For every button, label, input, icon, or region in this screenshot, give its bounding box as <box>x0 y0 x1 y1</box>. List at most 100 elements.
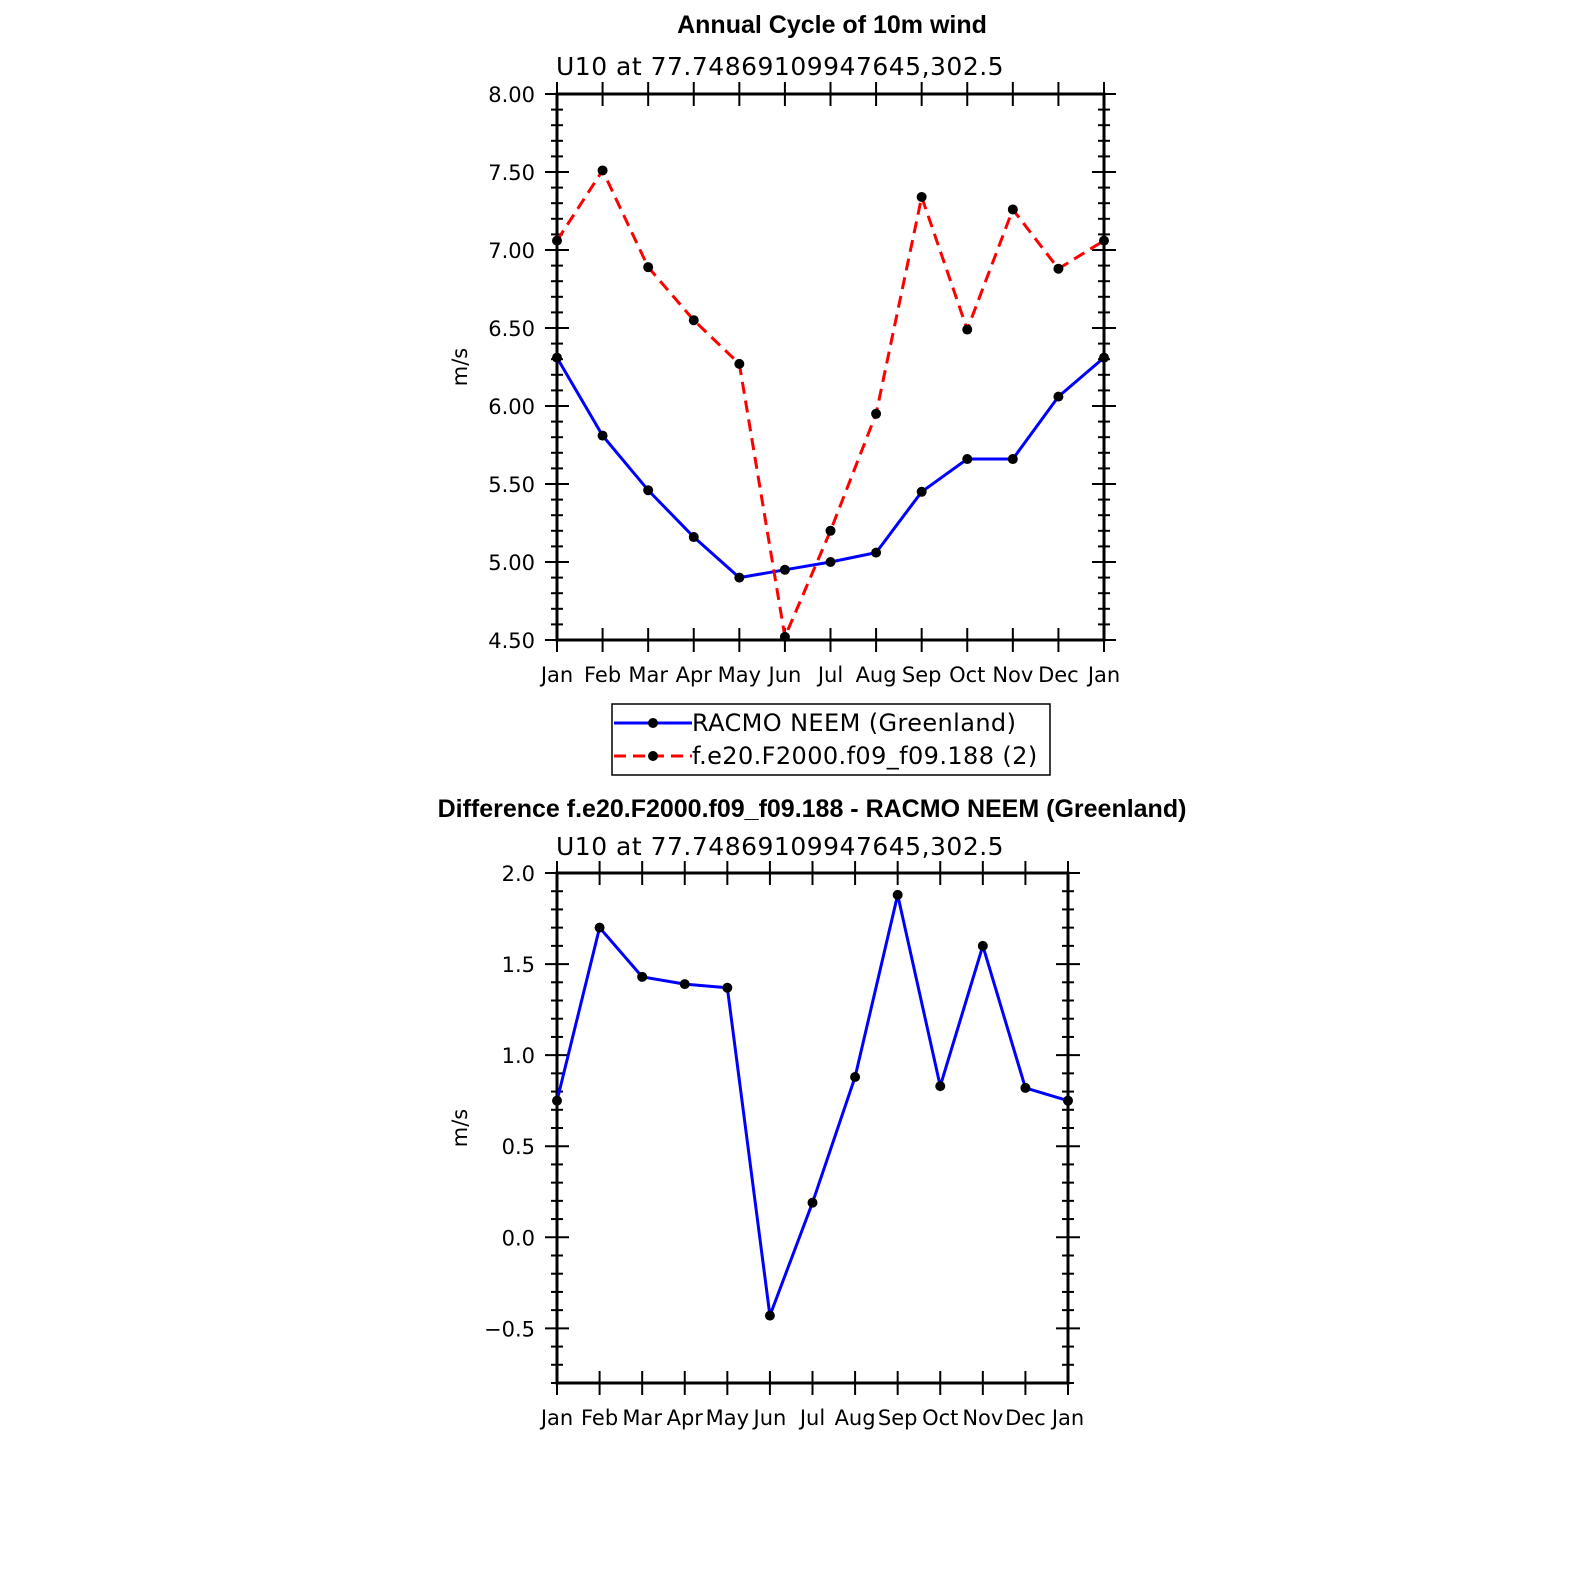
series-line-0 <box>555 894 1069 1317</box>
chart1-marks <box>552 165 1109 643</box>
x-tick-label: Jun <box>752 1406 787 1430</box>
series-0-point <box>722 982 733 993</box>
chart1-y-axis-label: m/s <box>448 348 472 386</box>
series-0-point <box>594 922 605 933</box>
series-0-point <box>825 557 836 567</box>
y-tick-label: 2.0 <box>502 862 535 886</box>
series-0-point <box>1063 1095 1073 1106</box>
x-tick-label: Feb <box>584 663 621 687</box>
series-0-point <box>779 564 790 575</box>
series-0-point <box>1007 454 1018 465</box>
legend-label-racmo: RACMO NEEM (Greenland) <box>692 709 1016 737</box>
x-tick-label: Sep <box>902 663 942 687</box>
x-tick-label: Jul <box>798 1406 825 1430</box>
x-tick-label: Dec <box>1005 1406 1046 1430</box>
x-tick-label: Apr <box>676 663 713 687</box>
series-0-point <box>643 485 654 496</box>
y-tick-label: 4.50 <box>488 629 535 653</box>
series-0-point <box>916 486 927 497</box>
y-tick-label: 0.0 <box>502 1226 535 1250</box>
chart2-y-axis-label: m/s <box>448 1109 472 1147</box>
chart2-marks <box>552 889 1073 1321</box>
x-tick-label: Mar <box>628 663 668 687</box>
series-0-point <box>1020 1082 1031 1093</box>
series-1-point <box>597 165 608 176</box>
y-tick-label: 6.50 <box>488 317 535 341</box>
chart1-axes: 4.50 5.00 5.50 6.00 6.50 7.00 7.50 8.00 Jan Feb Ma… <box>488 82 1120 687</box>
x-tick-label: Nov <box>962 1406 1003 1430</box>
series-0-point <box>637 971 648 982</box>
x-tick-label: Mar <box>622 1406 662 1430</box>
x-tick-label: Jul <box>816 663 843 687</box>
series-1-point <box>552 235 562 246</box>
series-1-point <box>1007 204 1018 215</box>
x-tick-label: Jan <box>539 1406 573 1430</box>
legend-marker-racmo <box>648 718 658 728</box>
series-0-point <box>597 430 608 441</box>
series-1-point <box>916 191 927 202</box>
chart2-title: Difference f.e20.F2000.f09_f09.188 - RAC… <box>438 795 1187 823</box>
x-tick-label: Oct <box>949 663 985 687</box>
legend-label-model: f.e20.F2000.f09_f09.188 (2) <box>692 742 1038 770</box>
y-tick-label: 8.00 <box>488 83 535 107</box>
y-tick-label: 1.0 <box>502 1044 535 1068</box>
series-1-point <box>1099 235 1109 246</box>
y-tick-label: 0.5 <box>502 1135 535 1159</box>
series-0-point <box>935 1081 946 1092</box>
chart1-title: Annual Cycle of 10m wind <box>677 11 987 39</box>
series-0-point <box>977 940 988 951</box>
x-tick-label: Dec <box>1038 663 1079 687</box>
series-1-point <box>643 262 654 273</box>
difference-chart: Difference f.e20.F2000.f09_f09.188 - RAC… <box>438 795 1187 1430</box>
y-tick-label: 5.00 <box>488 551 535 575</box>
x-tick-label: Jun <box>767 663 802 687</box>
y-tick-label: 5.50 <box>488 473 535 497</box>
y-tick-label: −0.5 <box>484 1317 535 1341</box>
series-1-point <box>871 408 882 419</box>
x-tick-label: Nov <box>992 663 1033 687</box>
series-0-point <box>679 979 690 990</box>
chart2-axes: −0.5 0.0 0.5 1.0 1.5 2.0 Jan Feb Mar Apr May Jun Jul… <box>484 861 1084 1430</box>
series-0-point <box>1053 391 1064 402</box>
y-tick-label: 1.5 <box>502 953 535 977</box>
series-0-point <box>962 454 973 465</box>
x-tick-label: Jan <box>1086 663 1120 687</box>
x-tick-label: Apr <box>667 1406 704 1430</box>
y-tick-label: 7.00 <box>488 239 535 263</box>
series-line-0 <box>555 356 1105 580</box>
series-1-point <box>825 525 836 536</box>
y-tick-label: 6.00 <box>488 395 535 419</box>
x-tick-label: May <box>718 663 761 687</box>
x-tick-label: Jan <box>539 663 573 687</box>
y-tick-label: 7.50 <box>488 161 535 185</box>
series-0-point <box>734 572 745 583</box>
series-0-point <box>892 889 903 900</box>
series-1-point <box>1053 263 1064 274</box>
chart1-legend: RACMO NEEM (Greenland) f.e20.F2000.f09_f… <box>611 703 1051 776</box>
series-1-point <box>962 324 973 335</box>
x-tick-label: Feb <box>581 1406 618 1430</box>
x-tick-label: Aug <box>856 663 897 687</box>
series-1-point <box>688 315 699 326</box>
legend-box <box>611 703 1051 776</box>
plot-frame <box>555 871 1070 1385</box>
annual-cycle-chart: Annual Cycle of 10m wind U10 at 77.74869… <box>448 11 1120 776</box>
x-tick-label: May <box>706 1406 749 1430</box>
chart2-subtitle: U10 at 77.74869109947645,302.5 <box>556 832 1004 861</box>
x-tick-label: Jan <box>1050 1406 1084 1430</box>
x-tick-label: Aug <box>835 1406 876 1430</box>
chart1-subtitle: U10 at 77.74869109947645,302.5 <box>556 52 1004 81</box>
series-0-point <box>871 547 882 558</box>
series-0-point <box>1099 352 1109 363</box>
x-tick-label: Sep <box>878 1406 918 1430</box>
x-tick-label: Oct <box>922 1406 958 1430</box>
series-0-point <box>807 1197 818 1208</box>
series-0-point <box>850 1072 861 1082</box>
legend-marker-model <box>648 751 658 761</box>
series-0-point <box>552 1095 562 1106</box>
series-1-point <box>779 631 790 642</box>
series-0-point <box>688 532 699 543</box>
series-0-point <box>764 1310 775 1321</box>
series-1-point <box>734 358 745 369</box>
